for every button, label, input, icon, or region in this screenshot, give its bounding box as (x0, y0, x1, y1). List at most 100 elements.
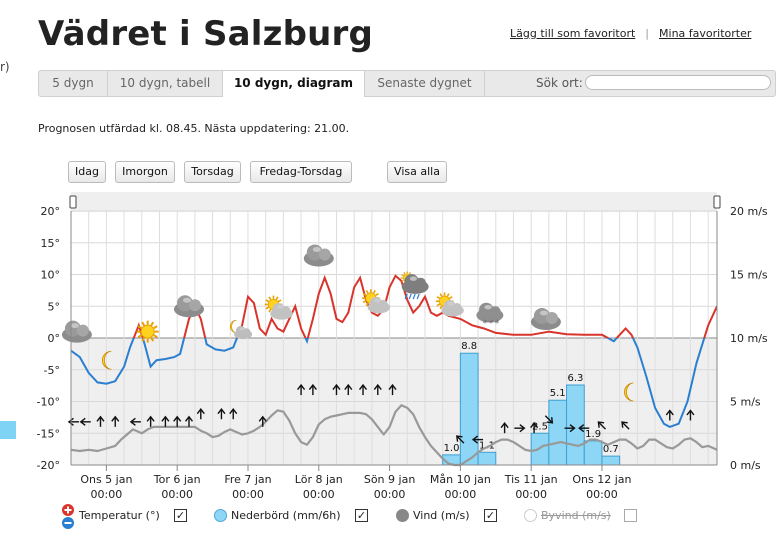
wind-direction-arrow (229, 408, 238, 420)
wind-direction-arrow (388, 383, 397, 396)
range-fri-thu-button[interactable]: Fredag-Torsdag (250, 161, 352, 183)
precip-bar (601, 455, 621, 466)
weather-moonsun-icon (229, 319, 253, 340)
page-title: Vädret i Salzburg (38, 14, 374, 54)
search-input[interactable] (585, 75, 771, 90)
range-today-button[interactable]: Idag (68, 161, 106, 183)
cloud-highlight (312, 246, 321, 252)
cloud-highlight (539, 310, 548, 316)
add-favorite-link[interactable]: Lägg till som favoritort (510, 27, 636, 40)
sun-ray (365, 302, 369, 307)
arrow-head (146, 415, 155, 422)
cloud-puff (281, 306, 291, 316)
arrow-head (665, 409, 674, 416)
moon-shape (101, 350, 112, 370)
wind-tick-label: 5 m/s (730, 396, 761, 409)
wind-direction-arrow (146, 415, 155, 427)
legend-gust-label: Byvind (m/s) (541, 509, 611, 522)
temperature-checkbox[interactable]: ✓ (174, 509, 187, 522)
range-tomorrow-button[interactable]: Imorgon (115, 161, 175, 183)
weather-snowcloud-icon: * * * (476, 302, 504, 328)
legend-wind-label: Vind (m/s) (413, 509, 470, 522)
wind-direction-arrow (471, 435, 484, 444)
arrow-head (519, 424, 526, 433)
zoom-bar[interactable] (71, 192, 717, 212)
tab-10-days-table[interactable]: 10 dygn, tabell (108, 71, 223, 96)
precip-value-label: 2.5 (532, 421, 548, 432)
cloud-shape (530, 307, 561, 330)
cloud-highlight (182, 297, 191, 303)
sun-ray (275, 296, 279, 300)
weather-suncloud-icon (435, 292, 464, 317)
arrow-shaft (457, 436, 465, 444)
wind-direction-arrow (456, 435, 465, 444)
weather-raincloud-icon (400, 271, 429, 300)
temperature-plusminus-icon (62, 504, 74, 529)
link-separator: | (645, 27, 650, 40)
precip-value-label: 6.3 (567, 373, 583, 384)
range-thursday-button[interactable]: Torsdag (184, 161, 241, 183)
sun-ray (362, 300, 367, 304)
cloud-puff (452, 303, 462, 312)
temperature-line-warm (132, 274, 717, 338)
wind-direction-arrow (344, 383, 353, 396)
weather-suncloud-icon (362, 289, 391, 314)
tab-5-days[interactable]: 5 dygn (39, 71, 108, 96)
day-time-label: 00:00 (91, 488, 123, 501)
tab-last-day[interactable]: Senaste dygnet (365, 71, 485, 96)
zoom-handle-left[interactable] (69, 195, 77, 209)
sun-ray (449, 296, 453, 300)
cloud-highlight (484, 304, 492, 310)
sun-ray (408, 272, 411, 275)
wind-direction-arrow (564, 424, 576, 433)
wind-checkbox[interactable]: ✓ (484, 509, 497, 522)
sun-ray (268, 296, 272, 300)
wind-direction-arrow (621, 421, 630, 430)
sun-ray (446, 293, 450, 297)
cloud-shape (401, 274, 429, 294)
gust-checkbox[interactable] (624, 509, 637, 522)
sun-ray (365, 290, 369, 294)
favorites-link[interactable]: Mina favoritorter (659, 27, 752, 40)
arrow-head (229, 408, 238, 415)
cloud-shape (476, 302, 504, 323)
weather-chart: 1.08.81.12.55.16.31.90.7 * * * 20°15°10°5°… (37, 192, 768, 501)
temp-tick-label: 20° (41, 205, 61, 218)
tab-10-days-chart[interactable]: 10 dygn, diagram (223, 71, 365, 97)
sun-ray (150, 337, 155, 342)
wind-direction-arrow (173, 415, 182, 427)
sun-ray (436, 303, 441, 307)
wind-tick-label: 15 m/s (730, 269, 768, 282)
cloud-shape (173, 295, 204, 318)
wind-direction-arrow (196, 408, 205, 420)
arrow-head (217, 408, 226, 415)
sun-ray (436, 296, 441, 300)
temp-tick-label: 0° (48, 332, 61, 345)
cloud-highlight (409, 276, 417, 281)
day-time-label: 00:00 (232, 488, 264, 501)
cloud-puff (378, 299, 388, 309)
precip-bar (459, 352, 479, 466)
arrow-head (358, 383, 368, 390)
cloud-puff (188, 299, 201, 312)
sun-ray (141, 321, 146, 327)
precip-value-label: 8.8 (461, 341, 477, 352)
arrow-head (546, 417, 554, 424)
wind-tick-label: 10 m/s (730, 332, 768, 345)
precip-value-label: 0.7 (603, 444, 619, 455)
sun-ray (362, 292, 367, 296)
weather-moon-icon (624, 382, 634, 402)
arrow-head (67, 417, 74, 426)
cloud-puff (318, 248, 331, 261)
precipitation-checkbox[interactable]: ✓ (355, 509, 368, 522)
range-show-all-button[interactable]: Visa alla (387, 161, 447, 183)
wind-direction-arrow (184, 415, 194, 427)
arrow-head (129, 417, 136, 426)
sun-disc (140, 324, 155, 339)
wind-direction-arrow (544, 415, 554, 424)
zoom-handle-right[interactable] (713, 195, 721, 209)
rain-drop (408, 293, 412, 300)
arrow-head (621, 421, 628, 428)
temperature-line-cold (71, 338, 706, 428)
day-label: Tis 11 jan (504, 473, 558, 486)
